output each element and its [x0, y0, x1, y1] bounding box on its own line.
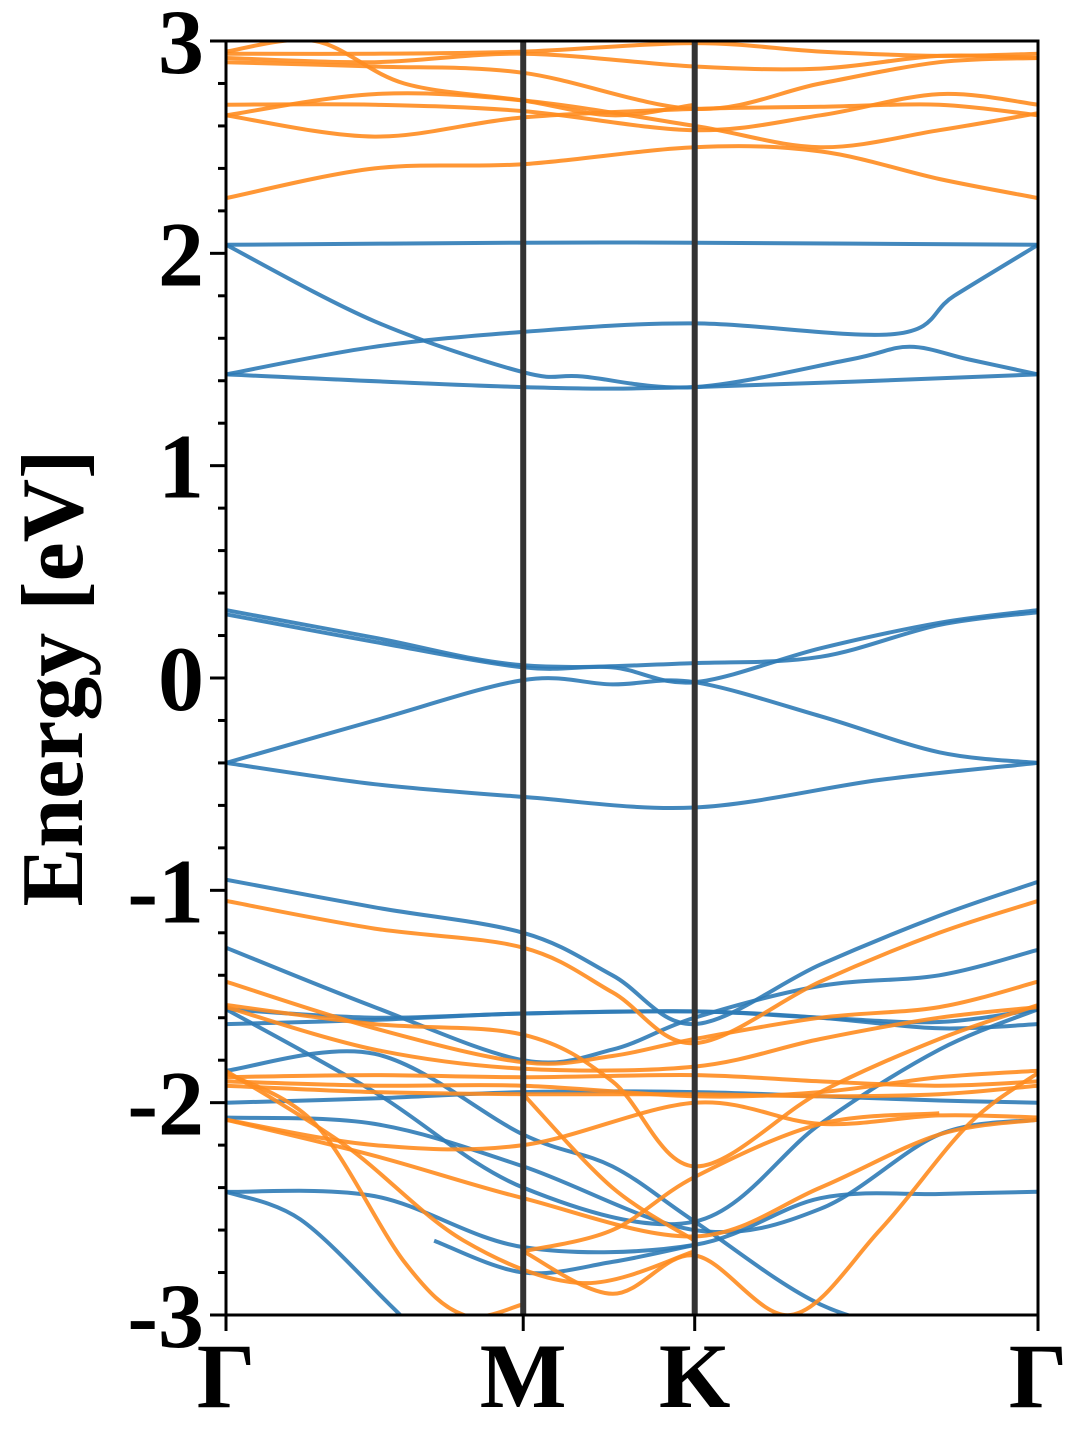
band-orange-20 [226, 102, 1038, 139]
band-blue-18 [433, 1238, 696, 1276]
bands-group [226, 41, 1038, 1315]
band-blue-3 [226, 372, 1038, 391]
band-orange-27 [226, 898, 1038, 1046]
y-tick-label: -2 [127, 1053, 204, 1155]
kpath-lines-group [520, 41, 698, 1315]
kpoint-label-M: M [480, 1325, 567, 1427]
band-blue-0 [226, 240, 1038, 247]
band-blue-7 [226, 760, 1038, 811]
band-orange-30 [226, 1005, 1038, 1073]
band-orange-23 [226, 56, 1038, 111]
band-blue-9 [226, 945, 1038, 1065]
y-tick-label: -1 [127, 840, 204, 942]
band-orange-40 [521, 1092, 696, 1243]
band-orange-25 [226, 41, 695, 118]
kpoint-label-Γ: Γ [197, 1325, 256, 1427]
band-orange-35 [226, 1100, 1038, 1152]
y-tick-label: 3 [158, 0, 204, 93]
band-blue-15 [226, 1049, 855, 1315]
band-orange-37 [226, 1069, 696, 1286]
band-orange-39 [522, 1111, 940, 1254]
band-orange-19 [226, 144, 1038, 201]
band-blue-14 [226, 1188, 1038, 1255]
band-orange-28 [226, 979, 1038, 1066]
band-blue-12 [226, 1089, 1038, 1105]
band-blue-11 [226, 1009, 1038, 1031]
band-orange-22 [226, 91, 1038, 150]
band-blue-13 [226, 1115, 1038, 1235]
band-orange-33 [226, 1083, 1038, 1099]
band-blue-16 [226, 1189, 404, 1315]
band-blue-4 [226, 608, 1038, 669]
y-tick-label: 2 [158, 203, 204, 305]
kpoint-label-Γ: Γ [1009, 1325, 1068, 1427]
band-orange-29 [226, 1003, 1038, 1169]
y-tick-label: -3 [127, 1265, 204, 1367]
band-blue-2 [226, 243, 1038, 377]
plot-frame [224, 39, 1040, 1317]
band-orange-31 [226, 1072, 1038, 1088]
band-blue-5 [226, 608, 1038, 685]
band-orange-21 [226, 91, 1038, 133]
band-blue-6 [226, 676, 1038, 765]
y-tick-label: 1 [158, 416, 204, 518]
y-tick-label: 0 [158, 628, 204, 730]
band-orange-36 [226, 1071, 524, 1315]
band-blue-8 [226, 877, 1038, 1027]
kpoint-label-K: K [659, 1325, 731, 1427]
band-orange-38 [522, 1071, 1038, 1315]
y-axis-ticks: 3 2 1 0 -1 -2 -3 [127, 0, 226, 1367]
y-axis-label: Energy [eV] [5, 450, 102, 907]
band-orange-26 [226, 41, 1038, 58]
band-orange-34 [226, 1117, 1038, 1239]
band-blue-1 [226, 243, 1038, 390]
